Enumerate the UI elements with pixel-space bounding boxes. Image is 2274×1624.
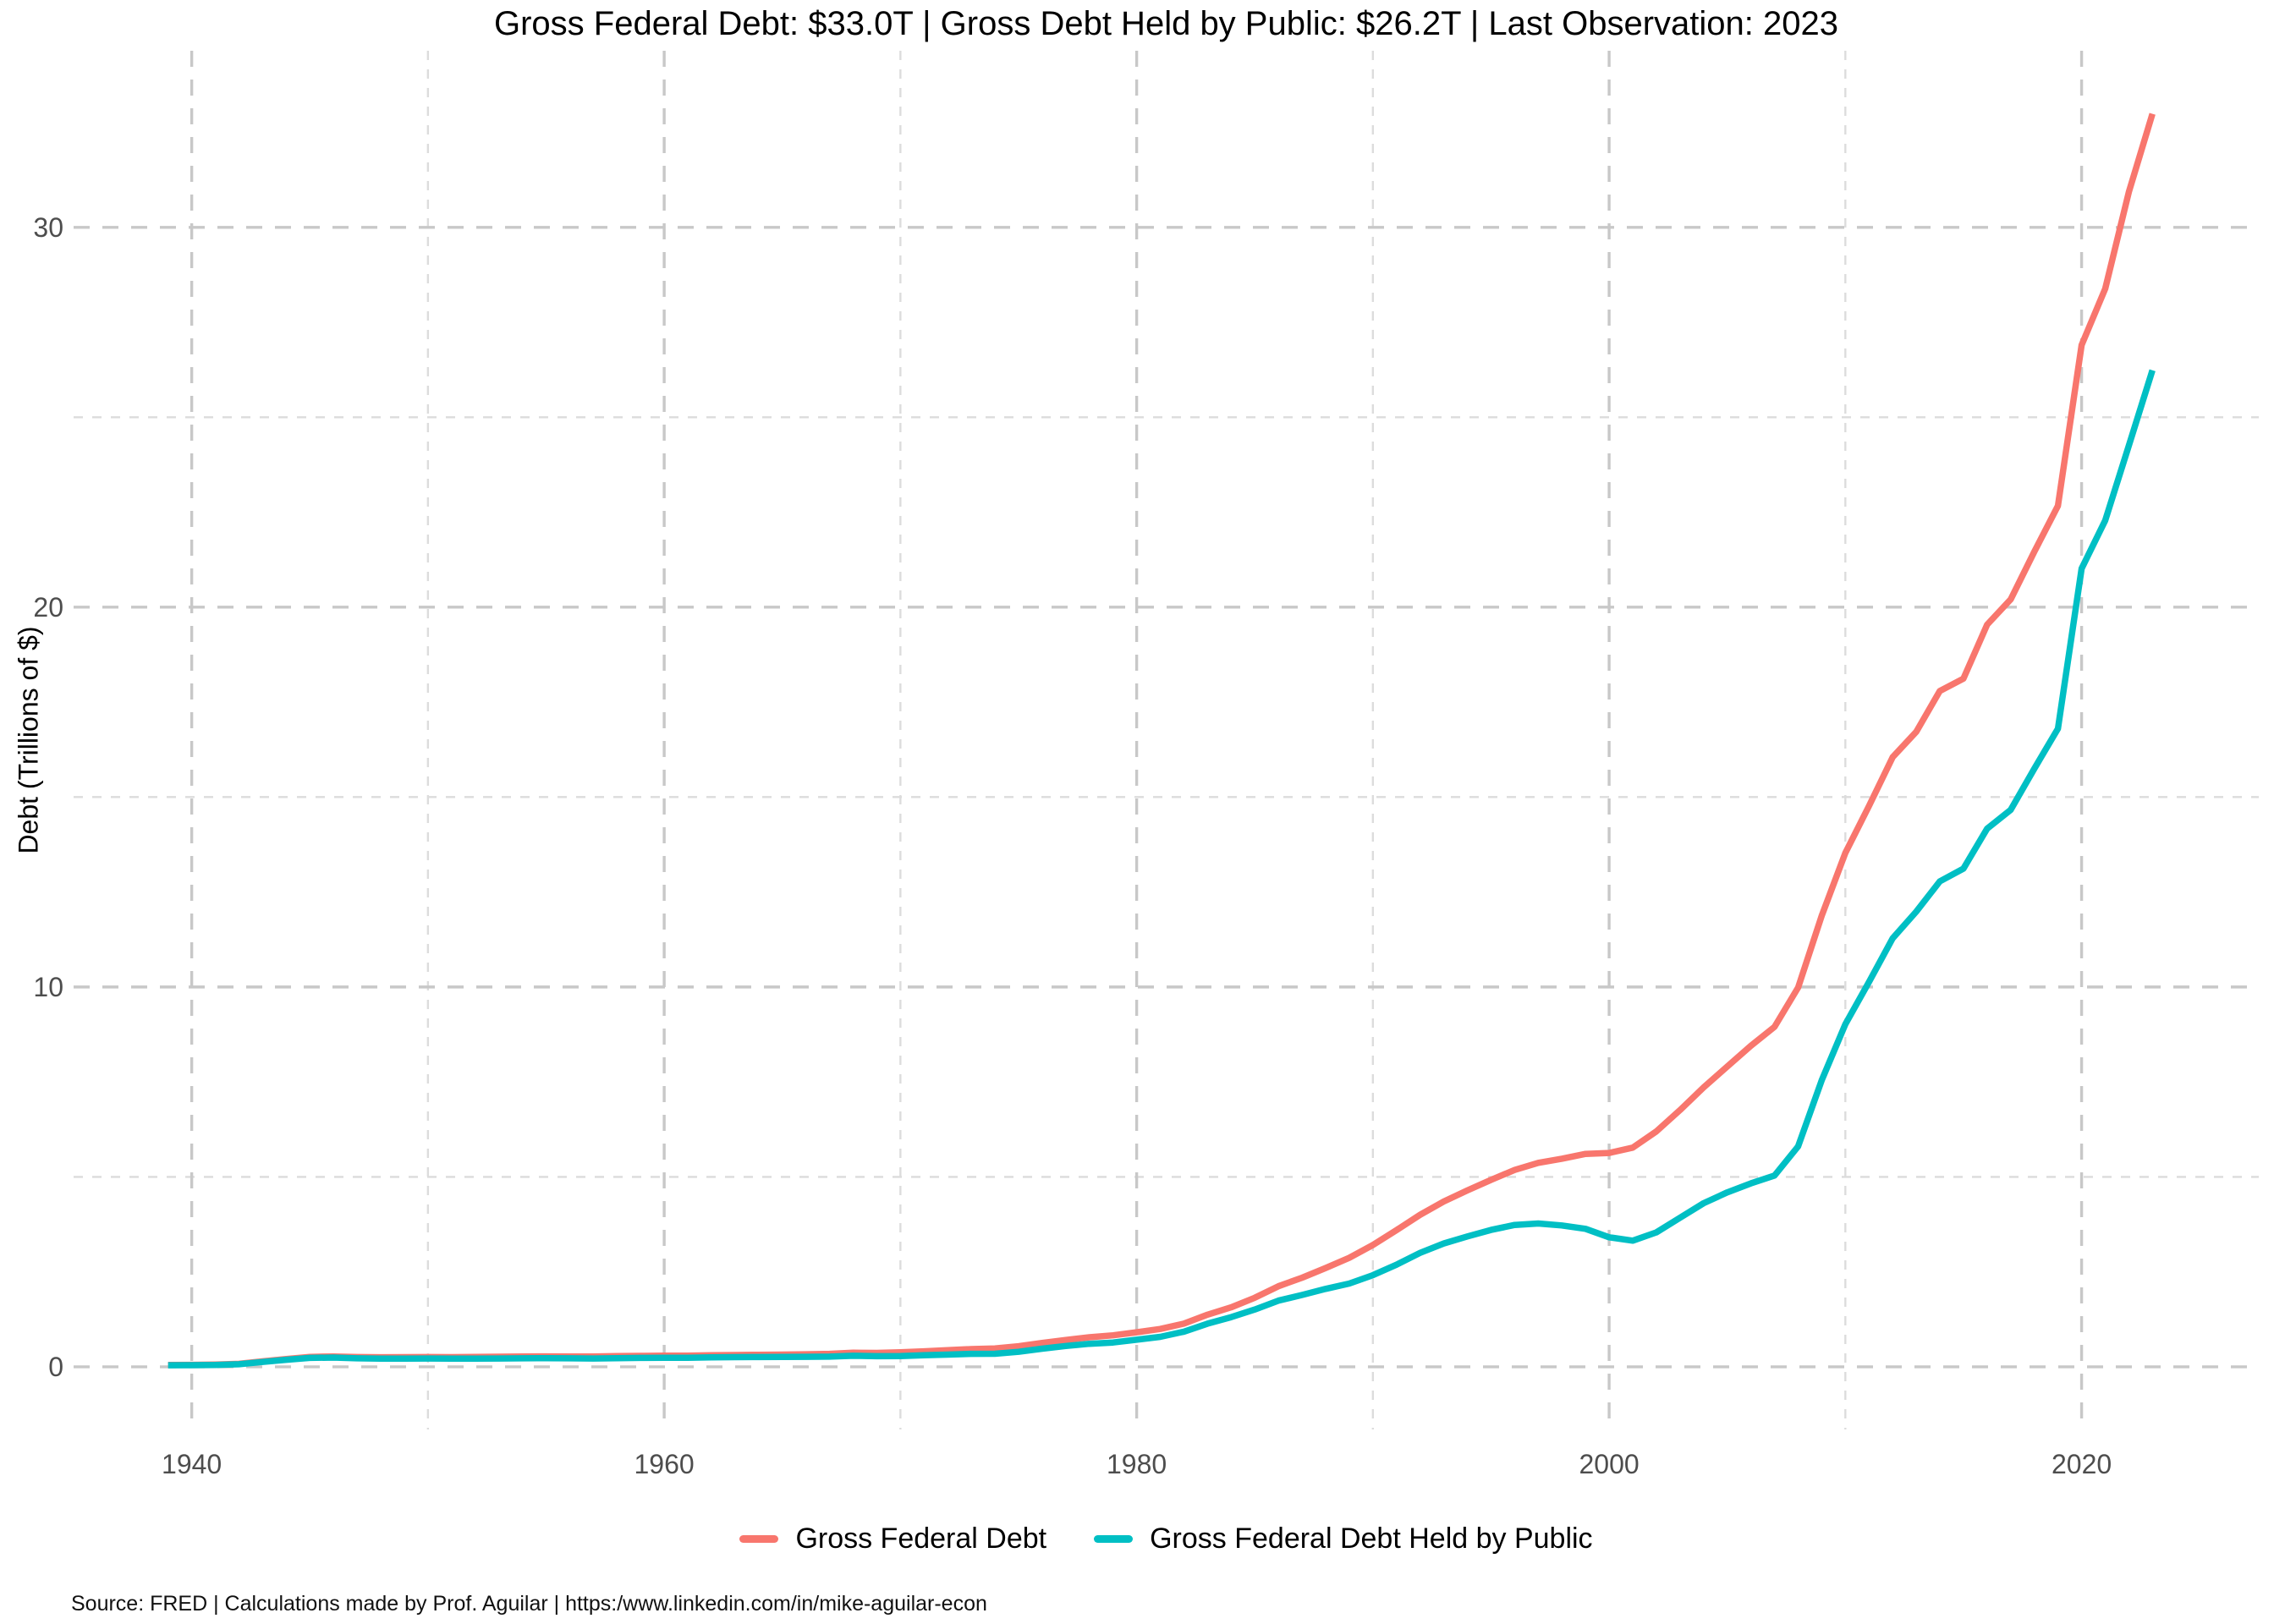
legend-swatch-gross-federal-debt xyxy=(739,1535,779,1543)
y-tick-label: 30 xyxy=(33,212,63,243)
legend-item-gross-federal-debt: Gross Federal Debt xyxy=(739,1522,1046,1555)
y-tick-label: 20 xyxy=(33,592,63,623)
legend-swatch-debt-held-by-public xyxy=(1094,1535,1134,1543)
x-tick-label: 2020 xyxy=(2052,1449,2112,1479)
legend-label-gross-federal-debt: Gross Federal Debt xyxy=(795,1522,1047,1555)
source-note: Source: FRED | Calculations made by Prof… xyxy=(71,1592,987,1616)
series-line-debt-held-by-public xyxy=(168,369,2156,1369)
x-tick-label: 1980 xyxy=(1107,1449,1167,1479)
x-tick-label: 2000 xyxy=(1579,1449,1639,1479)
x-tick-label: 1940 xyxy=(162,1449,222,1479)
y-tick-label: 0 xyxy=(48,1352,63,1382)
x-tick-label: 1960 xyxy=(634,1449,695,1479)
legend-item-debt-held-by-public: Gross Federal Debt Held by Public xyxy=(1094,1522,1593,1555)
chart-title: Gross Federal Debt: $33.0T | Gross Debt … xyxy=(493,5,1838,42)
legend-label-debt-held-by-public: Gross Federal Debt Held by Public xyxy=(1150,1522,1593,1555)
y-tick-label: 10 xyxy=(33,972,63,1002)
legend: Gross Federal Debt Gross Federal Debt He… xyxy=(74,1522,2259,1555)
